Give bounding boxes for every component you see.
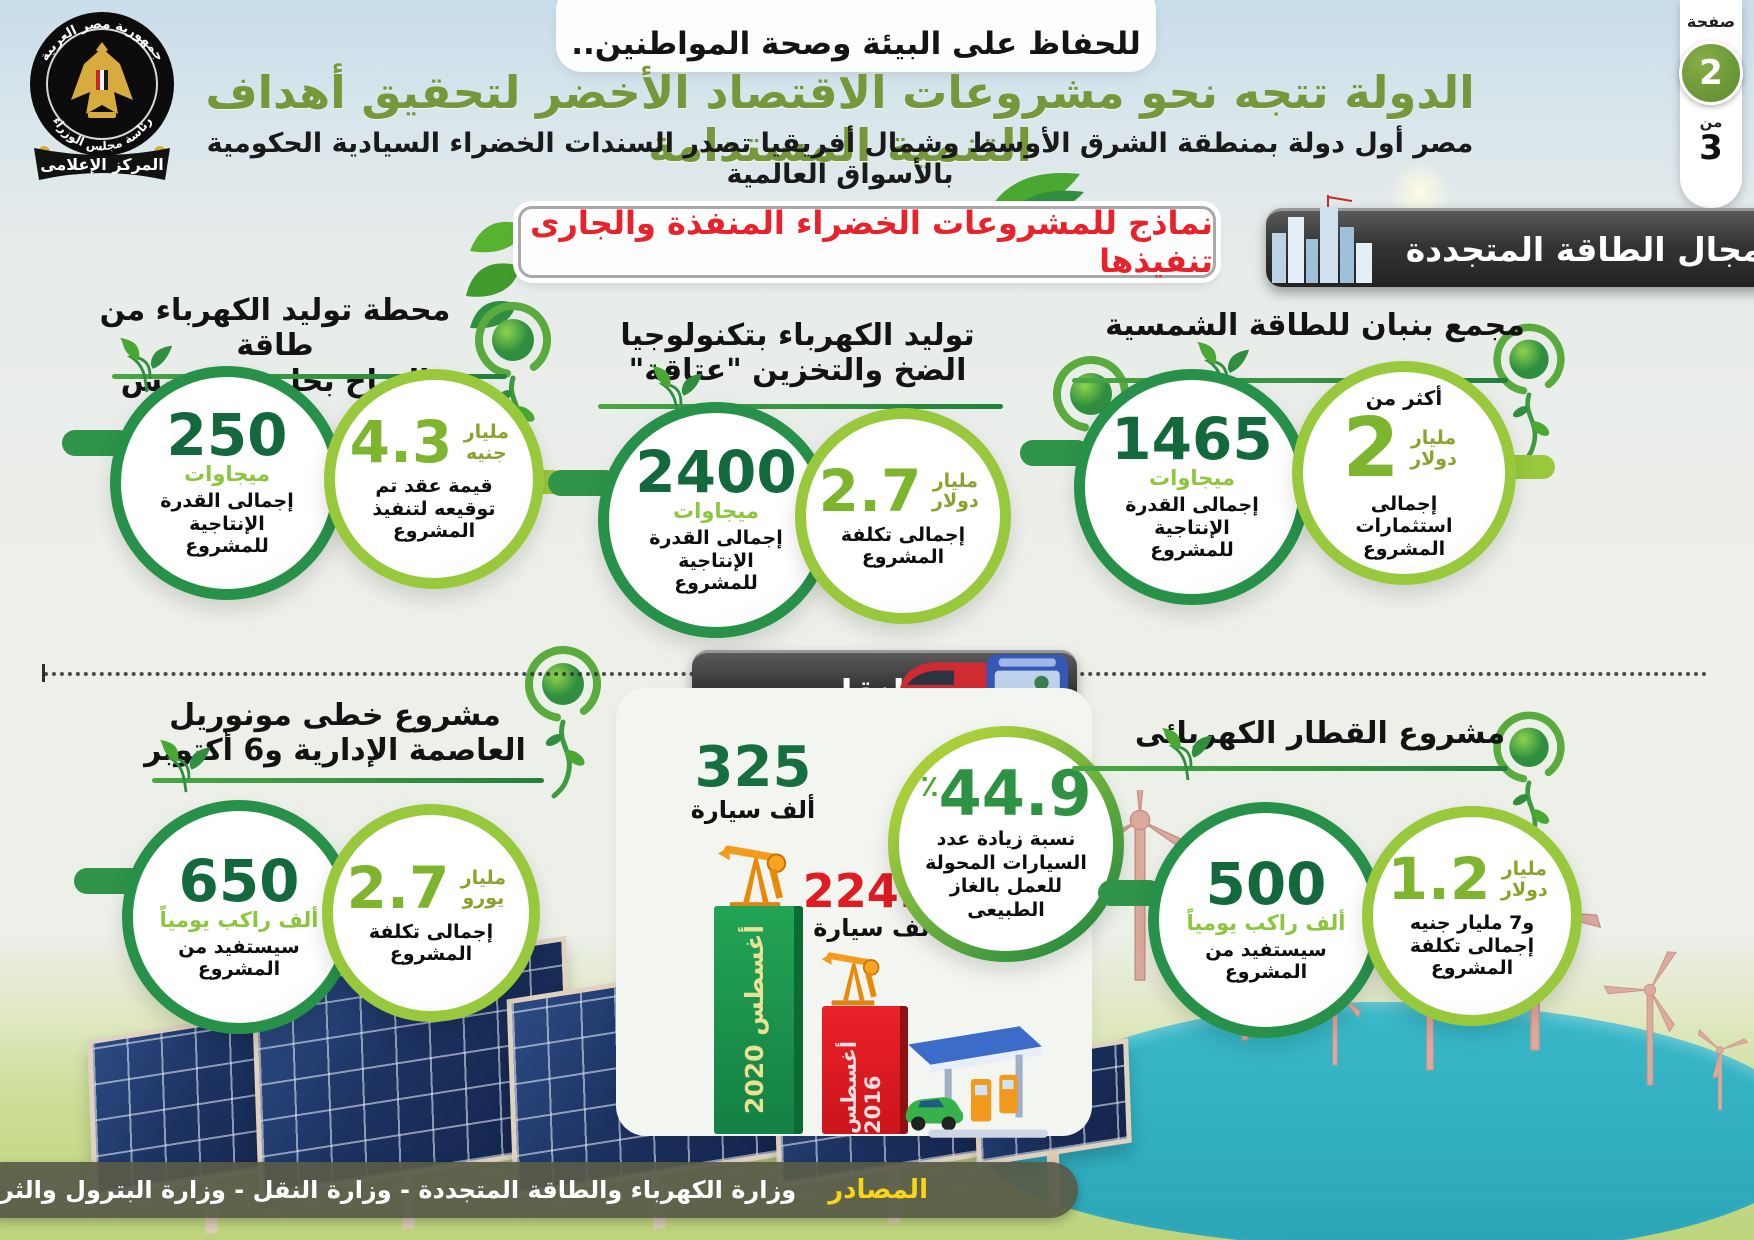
pumped-storage-project-title: توليد الكهرباء بتكنولوجيا الضخ والتخزين … [620,318,975,389]
underline-rule [112,374,507,379]
renewable-energy-banner: مجال الطاقة المتجددة [1266,195,1754,287]
wind-cost-stat: مليار جنيه 4.3 قيمة عقد تم توقيعه لتنفيذ … [324,369,544,589]
stat-unit: ميجاوات [673,499,759,524]
stat-description: إجمالى استثمارات المشروع [1355,492,1453,560]
renewable-banner-text: مجال الطاقة المتجددة [1405,229,1754,269]
leaf-icon [651,365,703,419]
stat-unit: مليار يورو [460,866,507,910]
benban-capacity-stat: 1465 ميجاوات إجمالى القدرة الإنتاجية للم… [1074,369,1310,605]
wind-capacity-stat: 250 ميجاوات إجمالى القدرة الإنتاجية للمش… [110,366,344,600]
stat-value: 500 [1205,849,1327,918]
sources-label: المصادر [828,1175,928,1205]
stat-value: 2.7 [818,456,922,525]
page-label: صفحة [1686,12,1736,31]
underline-rule [1072,766,1508,771]
electric-train-cost-stat: مليار دولار 1.2 و7 مليار جنيه إجمالى تكلف… [1362,806,1582,1026]
leaf-icon [119,337,173,393]
monorail-project-title: مشروع خطى مونوريل العاصمة الإدارية و6 أك… [144,698,526,769]
page-current-badge: 2 [1679,41,1743,105]
benban-investment-stat: أكثر من مليار دولار 2 إجمالى استثمارات ال… [1292,361,1516,585]
bar-2020-label: أغسطس 2020 [739,925,769,1115]
pumped-storage-cost-stat: مليار دولار 2.7 إجمالى تكلفة المشروع [795,408,1011,624]
tagline-text: للحفاظ على البيئة وصحة المواطنين.. [571,26,1141,62]
stat-description: إجمالى تكلفة المشروع [368,920,494,966]
underline-rule [152,778,544,783]
stat-description: قيمة عقد تم توقيعه لتنفيذ المشروع [372,475,496,543]
value-2020: 325 [694,735,812,800]
stat-prefix: أكثر من [1365,385,1443,410]
page-of-label: من [1699,113,1723,131]
stat-value: 650 [178,846,300,915]
page-title: الدولة تتجه نحو مشروعات الاقتصاد الأخضر … [205,66,1475,172]
swirl-decoration [525,646,601,799]
pumpjack-icon [821,952,880,1006]
underline-rule [1072,378,1508,383]
stat-unit: ألف راكب يومياً [1186,910,1346,935]
leaf-icon [1161,727,1213,781]
stat-unit: مليار جنيه [463,421,510,464]
sources-bar: المصادر وزارة الكهرباء والطاقة المتجددة … [0,1162,1078,1218]
stat-value: 4.3 [349,408,453,477]
cabinet-media-center-logo: جمهورية مصر العربية رئاسة مجلس الوزراء ا… [14,6,194,190]
stat-description: و7 مليار جنيه إجمالى تكلفة المشروع [1409,912,1535,980]
bar-2016: أغسطس 2016 [822,1006,908,1134]
stat-description: إجمالى تكلفة المشروع [840,523,966,569]
header-tagline: للحفاظ على البيئة وصحة المواطنين.. [556,0,1156,72]
gas-station-icon [905,1026,1048,1138]
stat-value: 1.2 [1387,845,1491,914]
percent-sign: ٪ [920,769,939,805]
benban-project-title: مجمع بنبان للطاقة الشمسية [1105,308,1525,343]
electric-train-riders-stat: 500 ألف راكب يومياً سيستفيد من المشروع [1148,802,1384,1038]
stat-description: إجمالى القدرة الإنتاجية للمشروع [1125,494,1259,562]
leaf-icon [159,739,211,793]
stat-description: إجمالى القدرة الإنتاجية للمشروع [160,490,294,558]
stat-value: 1465 [1111,405,1273,474]
unit-2020: ألف سيارة [690,796,816,824]
stat-description: سيستفيد من المشروع [1205,938,1327,984]
growth-description: نسبة زيادة عدد السيارات المحولة للعمل با… [925,827,1087,922]
page-total: 3 [1699,128,1723,168]
pumpjack-icon [718,845,787,908]
stat-value: 2.7 [346,853,450,922]
bar-2020: أغسطس 2020 [714,906,803,1134]
gas-conversion-growth-stat: ٪ 44.9 نسبة زيادة عدد السيارات المحولة ل… [888,726,1124,962]
logo-ribbon [34,148,170,180]
stat-value: 2400 [635,438,797,507]
stat-description: سيستفيد من المشروع [178,935,300,981]
examples-banner-text: نماذج للمشروعات الخضراء المنفذة والجارى … [530,204,1213,280]
examples-banner: نماذج للمشروعات الخضراء المنفذة والجارى … [518,204,1216,280]
monorail-riders-stat: 650 ألف راكب يومياً سيستفيد من المشروع [122,800,356,1034]
sources-text: وزارة الكهرباء والطاقة المتجددة - وزارة … [0,1176,797,1204]
leaf-icon [1196,341,1250,397]
stat-unit: مليار دولار [1501,858,1548,901]
divider-tick [42,664,45,682]
stat-unit: ميجاوات [184,462,270,487]
stat-value: 2 [1342,400,1400,496]
page-indicator: صفحة 2 من 3 [1679,0,1743,208]
stat-unit: مليار دولار [1410,427,1457,470]
page-subtitle: مصر أول دولة بمنطقة الشرق الأوسط وشمال أ… [206,128,1474,190]
pumped-storage-capacity-stat: 2400 ميجاوات إجمالى القدرة الإنتاجية للم… [598,402,834,638]
logo-banner-text: المركز الإعلامى [40,155,164,174]
stat-unit: مليار دولار [932,469,979,513]
stat-value: 250 [166,401,288,470]
stat-unit: ألف راكب يومياً [159,907,319,932]
underline-rule [598,404,1003,409]
city-skyline-icon [1272,195,1372,283]
growth-value: 44.9 [938,757,1092,831]
stat-description: إجمالى القدرة الإنتاجية للمشروع [649,527,783,595]
bar-2016-label: أغسطس 2016 [837,1040,885,1134]
stat-unit: ميجاوات [1149,466,1235,491]
cars-2020-value: 325 ألف سيارة [648,735,858,825]
monorail-cost-stat: مليار يورو 2.7 إجمالى تكلفة المشروع [322,804,540,1022]
